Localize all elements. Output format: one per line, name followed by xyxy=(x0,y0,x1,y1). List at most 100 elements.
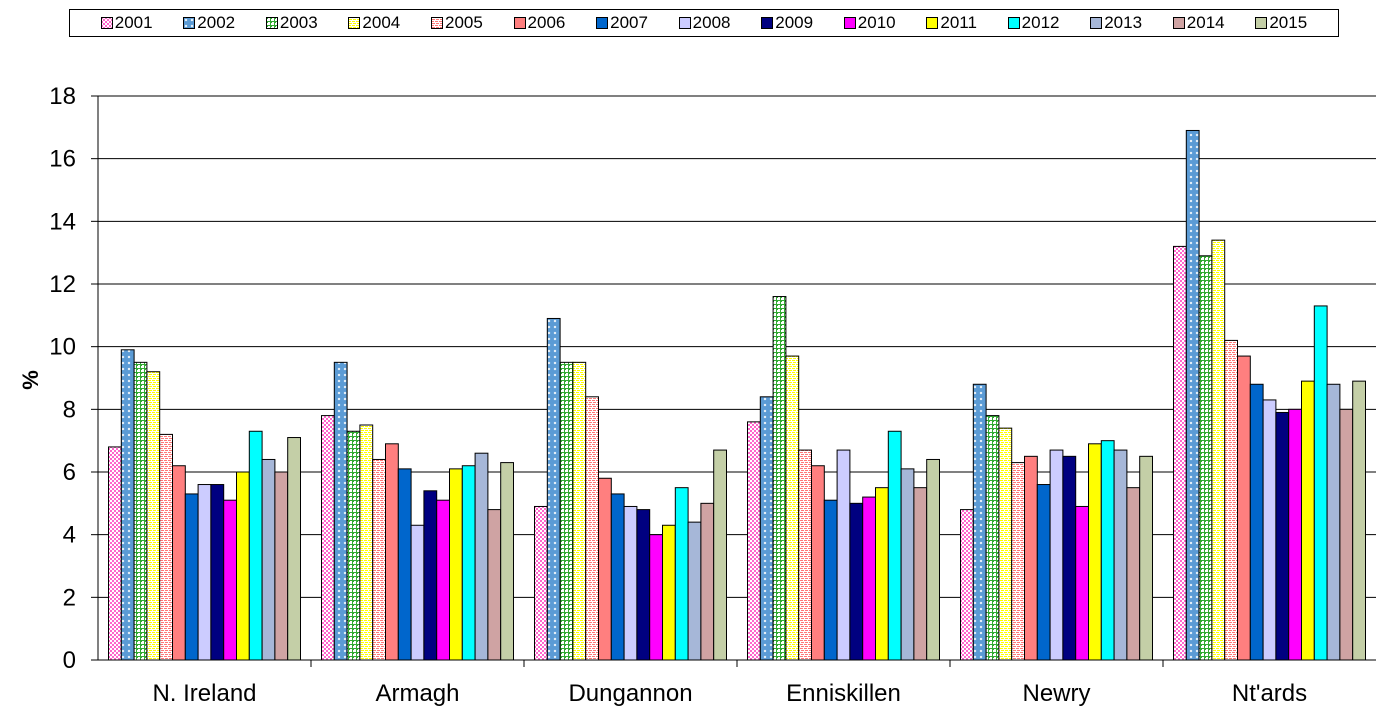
bar-2013 xyxy=(261,458,276,661)
y-axis-title: % xyxy=(18,370,43,390)
bar-2006 xyxy=(172,465,186,661)
y-tick-label: 4 xyxy=(63,522,76,549)
legend-swatch xyxy=(100,17,113,29)
bar-2015 xyxy=(1352,380,1366,661)
legend-item-2012: 2012 xyxy=(1007,13,1059,33)
x-tick-label: Dungannon xyxy=(568,680,692,707)
legend-item-2005: 2005 xyxy=(430,13,483,33)
legend-label: 2013 xyxy=(1104,13,1143,32)
bar-2003 xyxy=(985,415,1000,661)
bar-2006 xyxy=(1024,455,1038,661)
bar-2010 xyxy=(1288,408,1302,661)
bar-2002 xyxy=(972,383,987,661)
bar-2004 xyxy=(572,361,587,661)
legend: 2001 2002 2003 2004 2005 2006 2007 2008 2009 2010… xyxy=(69,9,1339,37)
bar-2008 xyxy=(623,505,638,661)
bar-2010 xyxy=(649,534,664,661)
bar-2008 xyxy=(1262,399,1277,661)
x-tick-label: N. Ireland xyxy=(152,680,256,707)
legend-item-2008: 2008 xyxy=(678,13,731,33)
bar-2013 xyxy=(474,452,489,661)
bar-2015 xyxy=(713,449,728,661)
bar-2011 xyxy=(875,487,889,661)
y-tick-label: 0 xyxy=(63,647,76,674)
legend-item-2011: 2011 xyxy=(926,13,977,33)
legend-label: 2003 xyxy=(279,13,318,32)
bar-2013 xyxy=(1326,383,1341,661)
bar-2002 xyxy=(333,361,348,661)
bar-2007 xyxy=(184,493,199,661)
bar-2008 xyxy=(197,484,212,661)
bars xyxy=(108,129,1366,661)
bar-2005 xyxy=(1224,339,1238,661)
bar-2004 xyxy=(785,355,800,661)
bar-2003 xyxy=(1198,255,1213,661)
bar-2008 xyxy=(410,524,425,661)
gridlines xyxy=(91,95,1376,667)
x-tick-label: Armagh xyxy=(375,680,459,707)
bar-2005 xyxy=(372,458,387,661)
bar-2007 xyxy=(1249,383,1264,661)
bar-2012 xyxy=(461,465,476,661)
bar-2012 xyxy=(887,430,902,661)
bar-2003 xyxy=(772,296,787,661)
legend-label: 2001 xyxy=(114,13,153,32)
legend-swatch xyxy=(1090,17,1103,29)
bar-2002 xyxy=(546,317,561,661)
bar-2002 xyxy=(1185,129,1200,661)
legend-swatch xyxy=(1007,17,1020,29)
y-tick-label: 14 xyxy=(49,208,76,235)
legend-swatch xyxy=(1255,17,1268,29)
legend-swatch xyxy=(761,17,774,29)
bar-2006 xyxy=(811,465,825,661)
legend-swatch xyxy=(678,17,691,29)
legend-label: 2009 xyxy=(775,13,814,32)
bar-2001 xyxy=(534,505,548,661)
legend-label: 2005 xyxy=(444,13,483,32)
bar-2005 xyxy=(159,433,173,661)
bar-2010 xyxy=(436,499,451,661)
legend-swatch xyxy=(926,17,939,29)
bar-2011 xyxy=(236,471,250,661)
bar-2012 xyxy=(1313,305,1328,661)
bar-2014 xyxy=(1126,487,1141,661)
bar-2007 xyxy=(1036,484,1051,661)
bar-2010 xyxy=(223,499,237,661)
bar-2003 xyxy=(559,361,574,661)
bar-2001 xyxy=(108,446,122,661)
bar-2011 xyxy=(1301,380,1315,661)
bar-2009 xyxy=(423,490,438,661)
bar-2014 xyxy=(913,487,928,661)
bar-2009 xyxy=(636,509,651,661)
legend-label: 2007 xyxy=(610,13,648,32)
bar-2015 xyxy=(500,462,515,661)
axes xyxy=(97,96,1376,661)
bar-2009 xyxy=(849,502,864,661)
legend-label: 2008 xyxy=(692,13,731,32)
bar-2013 xyxy=(900,468,915,661)
bar-2015 xyxy=(1139,455,1153,661)
bar-2010 xyxy=(1075,505,1089,661)
bar-2005 xyxy=(1011,462,1026,661)
bar-2003 xyxy=(133,361,148,661)
bar-2001 xyxy=(321,415,335,661)
legend-swatch xyxy=(843,17,856,29)
bar-2008 xyxy=(1049,449,1064,661)
legend-label: 2002 xyxy=(197,13,236,32)
legend-item-2002: 2002 xyxy=(183,13,235,33)
bar-2007 xyxy=(823,499,838,661)
bar-2010 xyxy=(862,496,877,661)
legend-label: 2014 xyxy=(1186,13,1225,32)
legend-item-2004: 2004 xyxy=(348,13,400,33)
legend-swatch xyxy=(183,17,196,29)
bar-2004 xyxy=(1211,239,1226,661)
bar-2014 xyxy=(487,509,502,661)
y-tick-label: 6 xyxy=(63,459,76,486)
bar-2002 xyxy=(120,349,135,661)
bar-2015 xyxy=(926,458,941,661)
legend-swatch xyxy=(1172,17,1185,29)
legend-item-2007: 2007 xyxy=(596,13,648,33)
legend-swatch xyxy=(265,17,278,29)
y-tick-label: 8 xyxy=(63,396,76,423)
